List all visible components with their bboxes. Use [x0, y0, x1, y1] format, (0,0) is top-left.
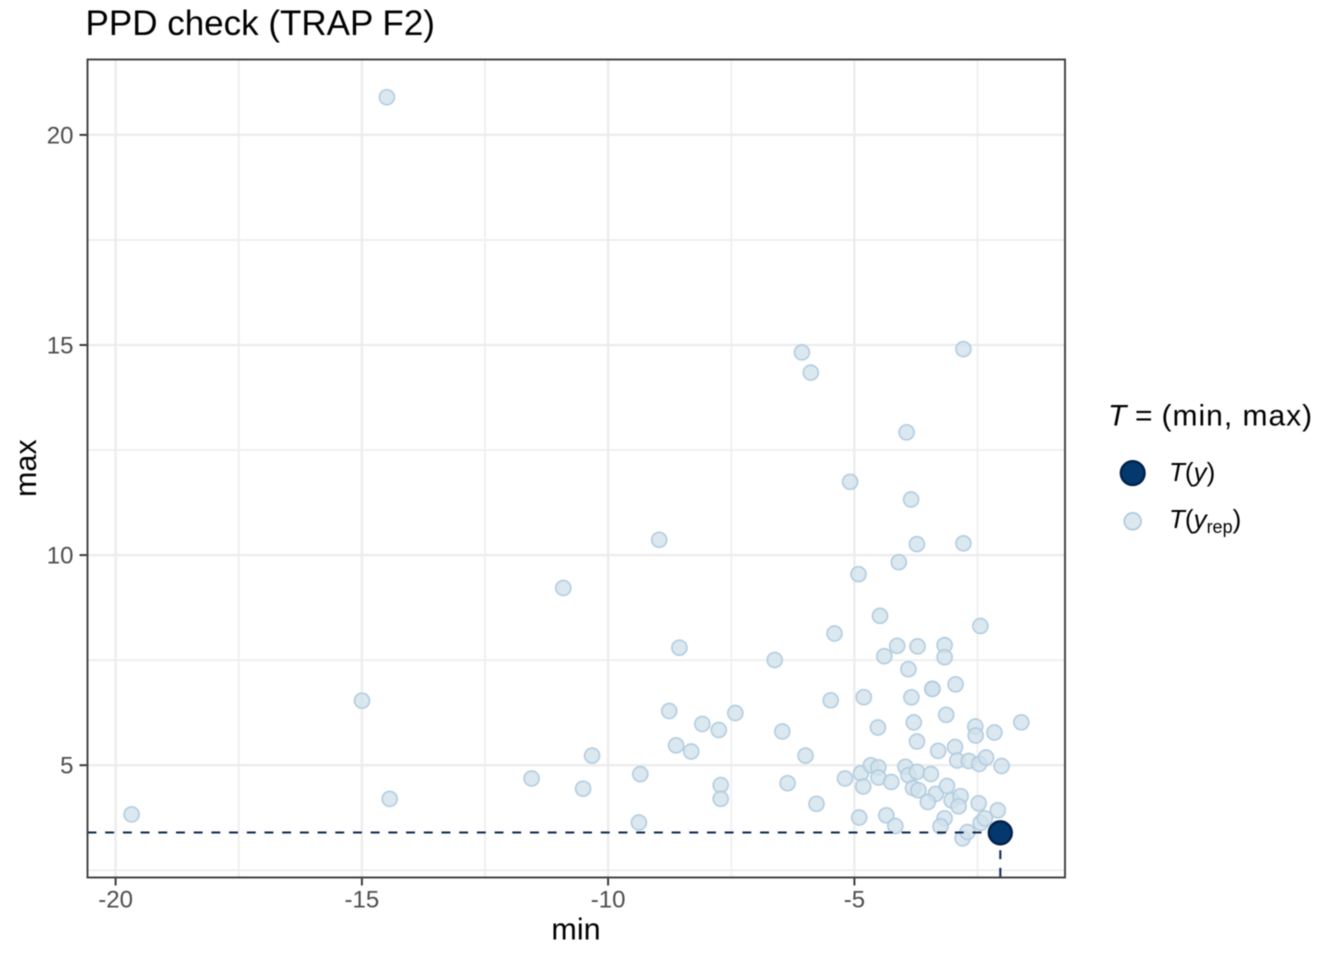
- svg-text:max: max: [9, 439, 43, 497]
- svg-text:T(y): T(y): [1169, 457, 1215, 487]
- svg-text:-10: -10: [591, 887, 626, 914]
- svg-text:20: 20: [47, 122, 74, 149]
- svg-text:min: min: [551, 913, 600, 947]
- svg-text:5: 5: [60, 753, 73, 780]
- svg-text:T=(min, max): T = (min, max): [1108, 399, 1313, 432]
- svg-text:10: 10: [47, 543, 74, 570]
- svg-text:-15: -15: [345, 887, 380, 914]
- svg-text:15: 15: [47, 332, 74, 359]
- svg-text:T(yrep): T(yrep): [1169, 504, 1241, 537]
- svg-text:-5: -5: [844, 887, 865, 914]
- svg-text:-20: -20: [98, 887, 133, 914]
- svg-text:PPD check (TRAP F2): PPD check (TRAP F2): [86, 4, 435, 43]
